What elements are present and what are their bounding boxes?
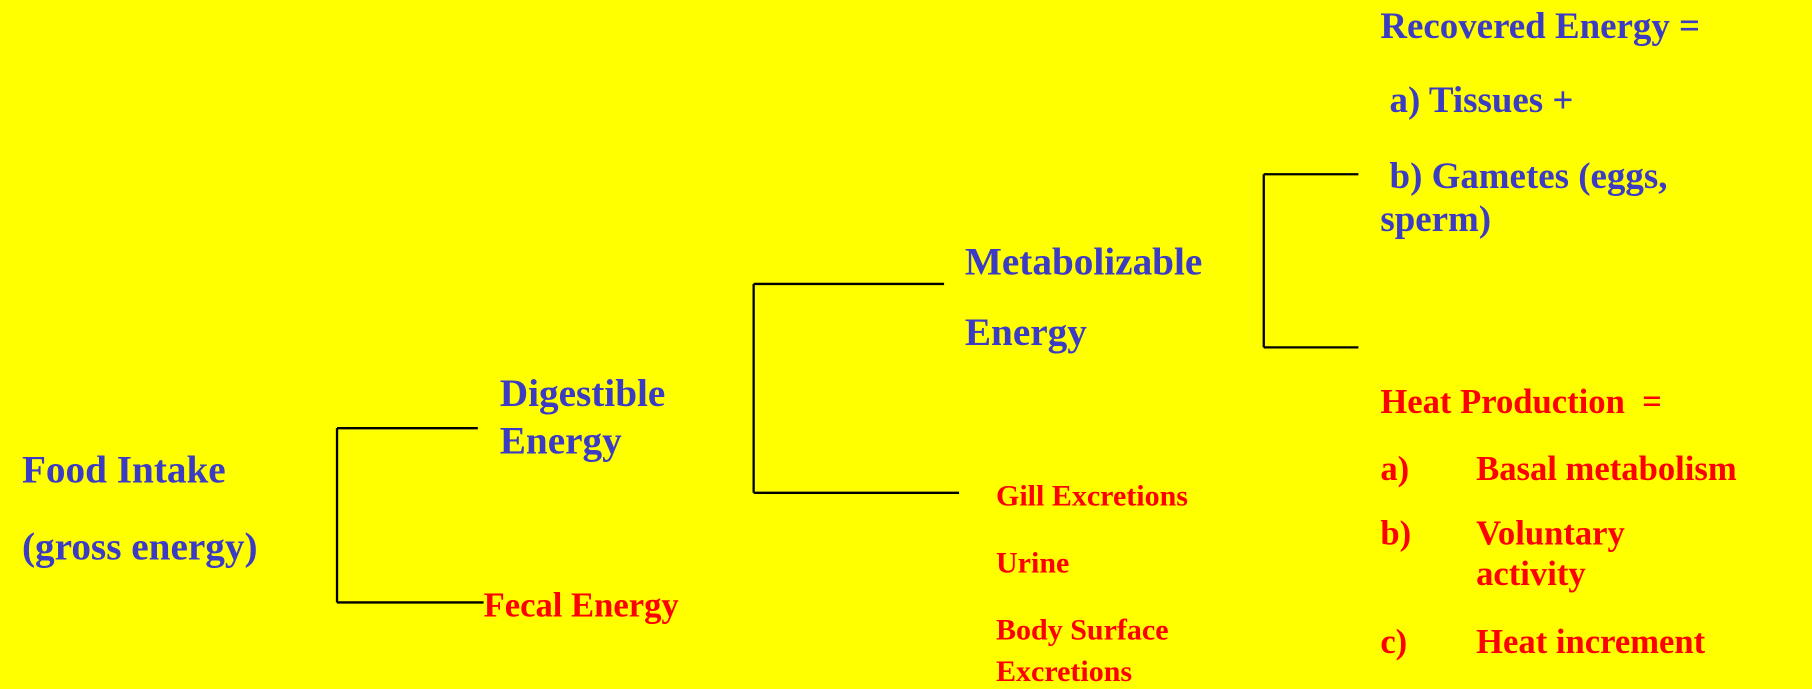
heat-item-marker: a) [1380, 450, 1409, 488]
food-intake: (gross energy) [22, 526, 258, 569]
bracket-food [335, 427, 484, 604]
heat-item-marker: b) [1380, 515, 1411, 553]
excretion: Body Surface [996, 613, 1169, 646]
recovered-energy: b) Gametes (eggs, [1380, 155, 1667, 197]
bracket-metabolizable [1262, 173, 1359, 349]
heat-item: Basal metabolism [1476, 450, 1737, 488]
heat-item: Voluntary [1476, 515, 1625, 553]
heat-item-marker: c) [1380, 623, 1407, 661]
digestible-energy: Energy [500, 420, 622, 463]
metabolizable-energy: Energy [965, 311, 1087, 354]
heat-production-title: Heat Production = [1380, 383, 1662, 421]
heat-item: Heat increment [1476, 623, 1706, 661]
heat-item: activity [1476, 555, 1586, 593]
recovered-energy: Recovered Energy = [1380, 5, 1700, 46]
digestible-energy: Digestible [500, 372, 666, 415]
excretion: Gill Excretions [996, 479, 1188, 512]
bracket-digestible [752, 282, 960, 494]
excretion: Excretions [996, 655, 1132, 688]
excretion: Urine [996, 546, 1069, 579]
fecal-energy: Fecal Energy [484, 586, 679, 624]
food-intake: Food Intake [22, 448, 226, 491]
metabolizable-energy: Metabolizable [965, 241, 1202, 284]
recovered-energy: a) Tissues + [1380, 79, 1573, 121]
recovered-energy: sperm) [1380, 198, 1491, 240]
